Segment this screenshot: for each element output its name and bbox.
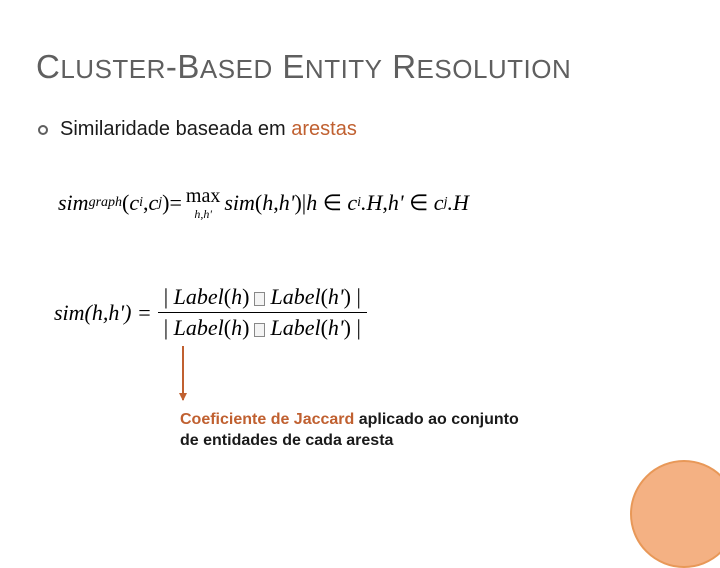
f1-c3: c	[347, 190, 357, 216]
t3: ASED	[200, 54, 273, 84]
arrow-down-icon	[182, 346, 184, 400]
f1-h: h	[262, 190, 273, 216]
t1: LUSTER	[60, 54, 166, 84]
f2-hp2: h'	[328, 315, 344, 340]
f1-in1: ∈	[323, 190, 342, 216]
caption-accent: Coeficiente de Jaccard	[180, 411, 354, 428]
t5: NTITY	[305, 54, 383, 84]
f2-h2: h	[231, 315, 242, 340]
f2-hp1: h'	[328, 284, 344, 309]
f1-c4: c	[434, 190, 444, 216]
f1-hp: h'	[279, 190, 295, 216]
t0: C	[36, 48, 60, 85]
f1-cl2: )	[294, 190, 301, 216]
f2-num: | Label(h)Label(h') |	[158, 282, 367, 312]
bullet-icon	[38, 125, 48, 135]
bullet-prefix: Similaridade baseada em	[60, 118, 291, 140]
f2-h1: h	[231, 284, 242, 309]
f1-hp2: h'	[388, 190, 404, 216]
f1-cl: )	[162, 190, 169, 216]
f1-maxtop: max	[186, 186, 220, 206]
f1-dH1: .H	[361, 190, 382, 216]
t4: E	[273, 48, 305, 85]
t7: ESOLUTION	[417, 54, 572, 84]
f1-c1: c	[129, 190, 139, 216]
formula-sim-graph: simgraph(ci,cj) = maxh,h'sim(h,h') | h ∈…	[58, 186, 469, 220]
f2-lhs-text: sim(h,h') =	[54, 300, 152, 325]
f1-dH2: .H	[447, 190, 468, 216]
f1-in2: ∈	[409, 190, 428, 216]
set-op-icon	[254, 323, 265, 337]
slide-title: CLUSTER-BASED ENTITY RESOLUTION	[36, 48, 571, 86]
decorative-circle	[630, 460, 720, 568]
bullet-text: Similaridade baseada em arestas	[60, 118, 357, 141]
f1-sim2: sim	[224, 190, 255, 216]
f1-sub: graph	[89, 195, 122, 211]
f2-lbl4: Label	[270, 315, 320, 340]
f1-sim: sim	[58, 190, 89, 216]
f2-den: | Label(h)Label(h') |	[158, 313, 367, 343]
f2-lbl2: Label	[270, 284, 320, 309]
f2-lbl1: Label	[174, 284, 224, 309]
f1-op: (	[122, 190, 129, 216]
f1-max: max h,h'	[186, 186, 220, 220]
t2: -B	[166, 48, 200, 85]
caption-text: Coeficiente de Jaccard aplicado ao conju…	[180, 410, 520, 452]
formula-jaccard: sim(h,h') = | Label(h)Label(h') | | Labe…	[54, 282, 367, 343]
f1-op2: (	[255, 190, 262, 216]
f2-lbl3: Label	[174, 315, 224, 340]
f2-fraction: | Label(h)Label(h') | | Label(h)Label(h'…	[158, 282, 367, 343]
f1-h2: h	[306, 190, 317, 216]
set-op-icon	[254, 292, 265, 306]
f1-maxbot: h,h'	[194, 208, 212, 220]
f1-c2: c	[149, 190, 159, 216]
f1-eq: =	[169, 190, 181, 216]
bullet-accent: arestas	[291, 118, 357, 140]
bullet-item: Similaridade baseada em arestas	[38, 118, 357, 141]
t6: R	[383, 48, 417, 85]
f2-lhs: sim(h,h') =	[54, 300, 152, 326]
